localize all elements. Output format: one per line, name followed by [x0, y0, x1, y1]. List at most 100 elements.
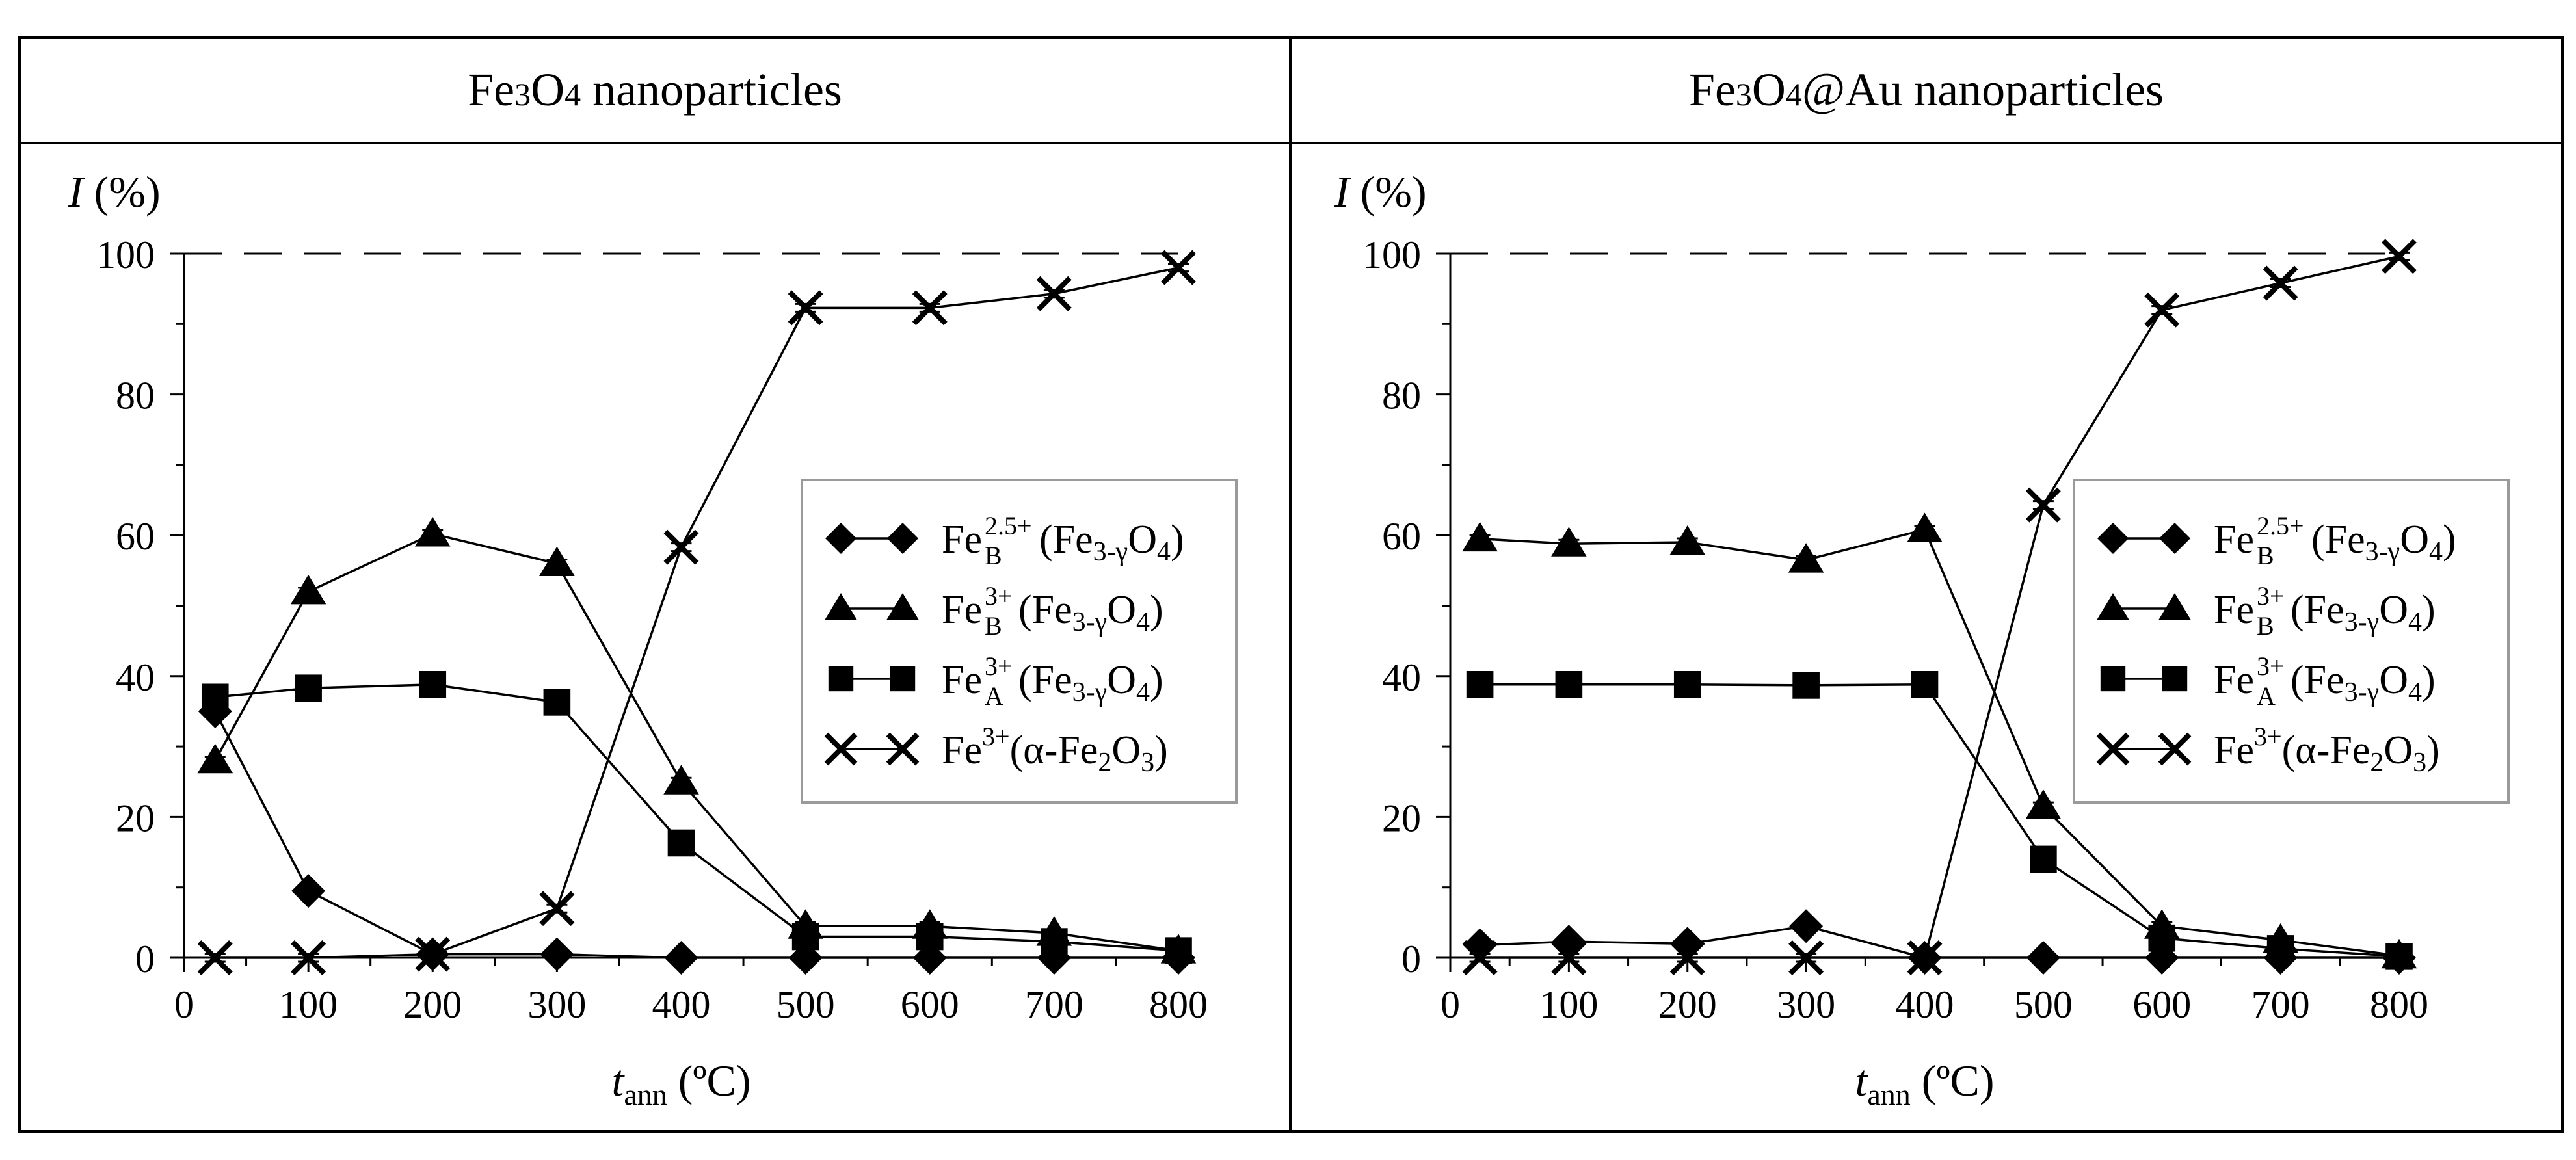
- data-point-hematite: [1788, 940, 1824, 975]
- legend-marker: [890, 666, 916, 692]
- x-tick-label: 100: [1539, 983, 1598, 1026]
- legend-tail: (Fe3-γO4): [2291, 658, 2436, 707]
- data-point-feb25: [291, 874, 326, 908]
- legend-label: Fe: [2214, 658, 2254, 702]
- data-point-hematite: [912, 290, 948, 326]
- legend-sub: B: [985, 611, 1002, 640]
- figure-frame: [18, 36, 2564, 1133]
- legend: Fe 2.5+B (Fe3-γO4)Fe 3+B (Fe3-γO4)Fe 3+A (Fe3-…: [801, 479, 1238, 804]
- x-tick-label: 0: [1441, 983, 1460, 1026]
- y-tick-label: 60: [1382, 515, 1421, 558]
- data-point-fea3: [1555, 670, 1583, 698]
- data-point-feb3: [663, 765, 699, 795]
- x-axis-label: tann (ºC): [1855, 1056, 1994, 1111]
- data-point-hematite: [1462, 940, 1498, 975]
- data-point-hematite: [1036, 276, 1072, 311]
- data-point-hematite: [1551, 940, 1587, 975]
- legend-marker: [824, 593, 858, 620]
- y-axis-label: I (%): [1334, 167, 1427, 217]
- legend-sup: 3+: [985, 581, 1013, 611]
- data-point-feb3: [414, 517, 451, 547]
- data-point-fea3: [1673, 670, 1701, 698]
- data-point-hematite: [2144, 292, 2180, 328]
- data-point-fea3: [791, 923, 819, 951]
- data-point-fea3: [295, 674, 322, 702]
- data-point-hematite: [788, 290, 823, 326]
- x-axis-label: tann (ºC): [611, 1056, 750, 1111]
- legend-sup: 2.5+: [985, 511, 1032, 540]
- data-point-feb3: [1788, 543, 1824, 573]
- data-point-hematite: [2263, 265, 2298, 301]
- y-tick-label: 20: [1382, 797, 1421, 839]
- legend-entry-hematite: Fe3+(α-Fe2O3): [2096, 722, 2440, 778]
- legend-sub: B: [2257, 611, 2274, 640]
- data-point-fea3: [1792, 672, 1820, 699]
- legend-marker: [828, 666, 854, 692]
- x-tick-label: 300: [527, 983, 586, 1026]
- data-point-fea3: [916, 923, 944, 951]
- x-tick-label: 600: [901, 983, 959, 1026]
- legend-sup: 3+: [2257, 581, 2285, 611]
- x-tick-label: 200: [403, 983, 462, 1026]
- y-tick-label: 0: [1401, 938, 1421, 981]
- legend-marker: [2162, 666, 2188, 692]
- legend-marker: [824, 732, 858, 766]
- legend-sub: B: [2257, 541, 2274, 570]
- x-tick-label: 300: [1777, 983, 1835, 1026]
- data-point-feb3: [197, 743, 233, 774]
- data-point-feb25: [2026, 941, 2060, 975]
- legend-sup: 3+: [985, 652, 1013, 681]
- data-point-hematite: [415, 936, 451, 972]
- legend-entry-feb3: Fe 3+B (Fe3-γO4): [2096, 581, 2436, 640]
- data-point-feb3: [1907, 512, 1943, 543]
- legend-marker: [2100, 666, 2126, 692]
- data-point-hematite: [1669, 940, 1705, 975]
- panel-fe3o4: Fe3O4 nanoparticles 0 20 40 60 80 100 0 100 200 30…: [68, 64, 1238, 1111]
- x-tick-label: 100: [279, 983, 338, 1026]
- legend-sup: 3+: [2257, 652, 2285, 681]
- legend-marker: [2096, 732, 2130, 766]
- y-tick-label: 100: [1362, 233, 1421, 276]
- series-fea3: [201, 670, 1192, 964]
- data-point-hematite: [197, 940, 233, 975]
- y-tick-label: 60: [116, 515, 155, 558]
- data-point-fea3: [1041, 928, 1068, 955]
- data-point-fea3: [201, 683, 229, 711]
- x-tick-label: 700: [2251, 983, 2310, 1026]
- x-tick-label: 500: [2014, 983, 2073, 1026]
- y-tick-label: 40: [116, 656, 155, 699]
- x-tick-label: 500: [777, 983, 835, 1026]
- panel-title: Fe3O4 nanoparticles: [468, 64, 842, 116]
- legend-tail: (Fe3-γO4): [1018, 588, 1163, 637]
- legend-entry-fea3: Fe 3+A (Fe3-γO4): [828, 652, 1163, 711]
- data-point-hematite: [1161, 250, 1196, 285]
- legend-tail: (Fe3-γO4): [1039, 518, 1184, 567]
- x-tick-label: 400: [1896, 983, 1954, 1026]
- data-point-feb3: [2025, 789, 2062, 819]
- data-point-fea3: [1911, 670, 1939, 698]
- data-point-fea3: [1466, 670, 1494, 698]
- x-tick-label: 200: [1658, 983, 1717, 1026]
- legend-marker: [2097, 523, 2129, 554]
- series-hematite: [1462, 239, 2417, 975]
- legend-label: Fe: [942, 658, 982, 702]
- legend: Fe 2.5+B (Fe3-γO4)Fe 3+B (Fe3-γO4)Fe 3+A (Fe3-…: [2073, 479, 2510, 804]
- data-point-fea3: [2030, 845, 2057, 873]
- series-hematite: [197, 250, 1196, 975]
- data-point-feb25: [1789, 909, 1824, 943]
- data-point-fea3: [2266, 935, 2294, 962]
- legend-entry-hematite: Fe3+(α-Fe2O3): [824, 722, 1168, 778]
- legend-entry-feb3: Fe 3+B (Fe3-γO4): [824, 581, 1163, 640]
- legend-box: [2073, 479, 2510, 804]
- data-point-feb25: [664, 941, 698, 975]
- data-point-feb3: [1462, 521, 1498, 552]
- legend-sub: A: [2257, 681, 2276, 711]
- panel-title: Fe3O4@Au nanoparticles: [1689, 64, 2164, 116]
- legend-label: Fe: [942, 588, 982, 632]
- legend-entry-fea3: Fe 3+A (Fe3-γO4): [2100, 652, 2436, 711]
- x-tick-label: 400: [652, 983, 711, 1026]
- y-tick-label: 80: [116, 375, 155, 417]
- data-point-fea3: [543, 689, 571, 716]
- data-point-hematite: [291, 940, 326, 975]
- legend-sup: 2.5+: [2257, 511, 2304, 540]
